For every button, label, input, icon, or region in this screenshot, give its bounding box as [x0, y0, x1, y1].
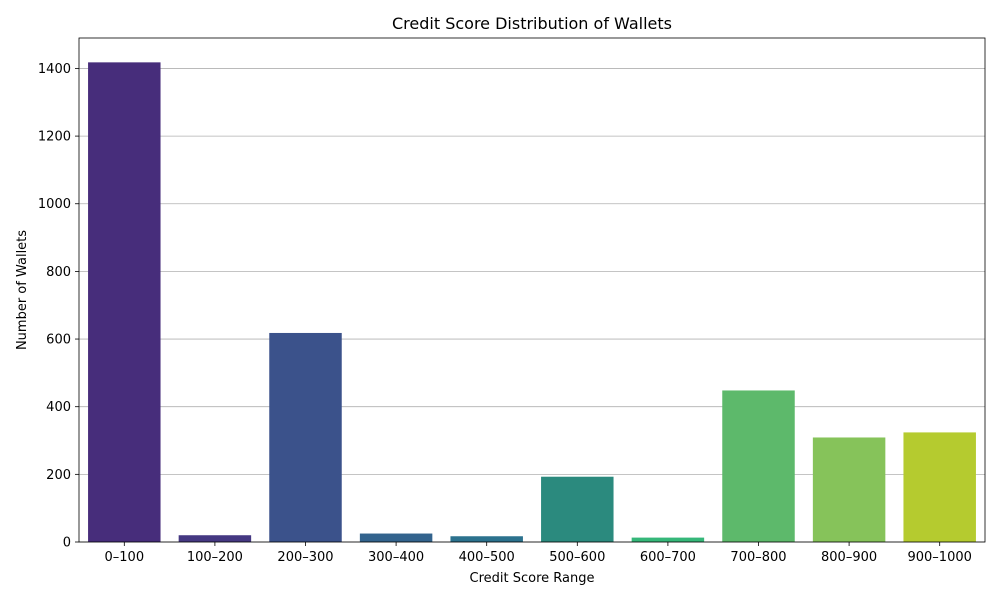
y-tick-label: 1000	[38, 197, 71, 212]
bar-8	[812, 437, 886, 542]
y-tick-label: 1400	[38, 62, 71, 77]
x-axis-ticks: 0–100 100–200 200–300 300–400 400–500 500–600…	[105, 542, 972, 565]
x-tick-label: 300–400	[368, 550, 424, 565]
bar-9	[903, 432, 976, 542]
x-tick-label: 400–500	[459, 550, 515, 565]
chart-title: Credit Score Distribution of Wallets	[392, 14, 672, 33]
x-tick-label: 500–600	[549, 550, 605, 565]
bar-2	[269, 332, 342, 542]
bar-7	[722, 390, 795, 542]
y-tick-label: 800	[46, 265, 71, 280]
bar-0	[88, 62, 161, 542]
y-axis-ticks: 0 200 400 600 800 1000 1200 1400	[38, 62, 79, 551]
x-tick-label: 600–700	[640, 550, 696, 565]
y-tick-label: 600	[46, 333, 71, 348]
x-tick-label: 700–800	[730, 550, 786, 565]
grid-lines	[79, 68, 985, 543]
x-tick-label: 100–200	[187, 550, 243, 565]
y-axis-label: Number of Wallets	[15, 230, 30, 350]
y-tick-label: 0	[63, 536, 71, 551]
bar-5	[541, 476, 614, 542]
bar-4	[450, 536, 523, 542]
x-tick-label: 900–1000	[907, 550, 971, 565]
bar-6	[631, 537, 705, 542]
bar-1	[178, 535, 252, 542]
plot-frame	[78, 37, 986, 543]
x-tick-label: 200–300	[277, 550, 333, 565]
x-axis-label: Credit Score Range	[470, 571, 595, 586]
y-tick-label: 400	[46, 400, 71, 415]
x-tick-label: 800–900	[821, 550, 877, 565]
y-tick-label: 200	[46, 468, 71, 483]
bar-3	[359, 533, 433, 542]
y-tick-label: 1200	[38, 130, 71, 145]
bars	[88, 62, 976, 542]
x-tick-label: 0–100	[105, 550, 145, 565]
